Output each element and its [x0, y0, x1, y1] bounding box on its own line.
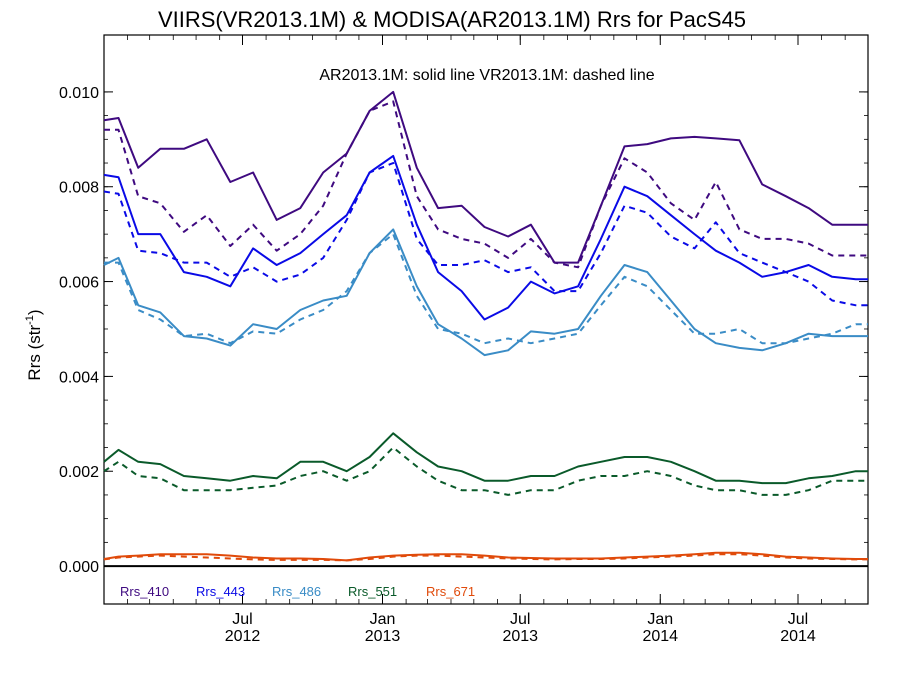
series-line-dashed-rrs-486 — [104, 233, 868, 345]
x-tick-label-year: 2014 — [780, 628, 816, 645]
series-line-dashed-rrs-443 — [103, 162, 868, 307]
x-tick-label-year: 2012 — [225, 628, 261, 645]
y-tick-label: 0.002 — [59, 464, 99, 481]
plot-frame — [103, 34, 869, 605]
y-tick-label: 0.004 — [59, 369, 99, 386]
series-line-dashed-rrs-671 — [103, 553, 868, 562]
legend-label-rrs-443: Rrs_443 — [196, 584, 245, 599]
y-tick-label: 0.008 — [59, 180, 99, 197]
series-line-dashed-rrs-551 — [103, 446, 868, 496]
legend-label-rrs-551: Rrs_551 — [348, 584, 397, 599]
series-line-solid-rrs-410 — [103, 90, 868, 264]
series-line-solid-rrs-551 — [103, 432, 868, 485]
x-tick-label-month: Jul — [510, 611, 530, 628]
series-line-solid-rrs-486 — [103, 228, 868, 357]
x-tick-label-year: 2014 — [642, 628, 678, 645]
plot-area: 0.0000.0020.0040.0060.0080.010Jul2012Jan… — [59, 34, 869, 645]
x-tick-label-month: Jan — [370, 611, 396, 628]
series-line-solid-rrs-671 — [103, 551, 868, 562]
legend-label-rrs-671: Rrs_671 — [426, 584, 475, 599]
x-tick-label-year: 2013 — [365, 628, 401, 645]
x-tick-label-month: Jul — [788, 611, 808, 628]
series-line-solid-rrs-443 — [103, 154, 868, 321]
y-tick-label: 0.006 — [59, 275, 99, 292]
y-tick-label: 0.010 — [59, 85, 99, 102]
series-line-dashed-rrs-410 — [104, 100, 868, 269]
line-style-annotation: AR2013.1M: solid line VR2013.1M: dashed … — [319, 67, 654, 84]
y-tick-label: 0.000 — [59, 559, 99, 576]
legend-label-rrs-486: Rrs_486 — [272, 584, 321, 599]
x-tick-label-month: Jul — [232, 611, 252, 628]
y-axis-label: Rrs (str-1) — [24, 309, 44, 380]
x-tick-label-month: Jan — [647, 611, 673, 628]
legend-label-rrs-410: Rrs_410 — [120, 584, 169, 599]
x-tick-label-year: 2013 — [502, 628, 538, 645]
chart-title: VIIRS(VR2013.1M) & MODISA(AR2013.1M) Rrs… — [158, 7, 746, 32]
